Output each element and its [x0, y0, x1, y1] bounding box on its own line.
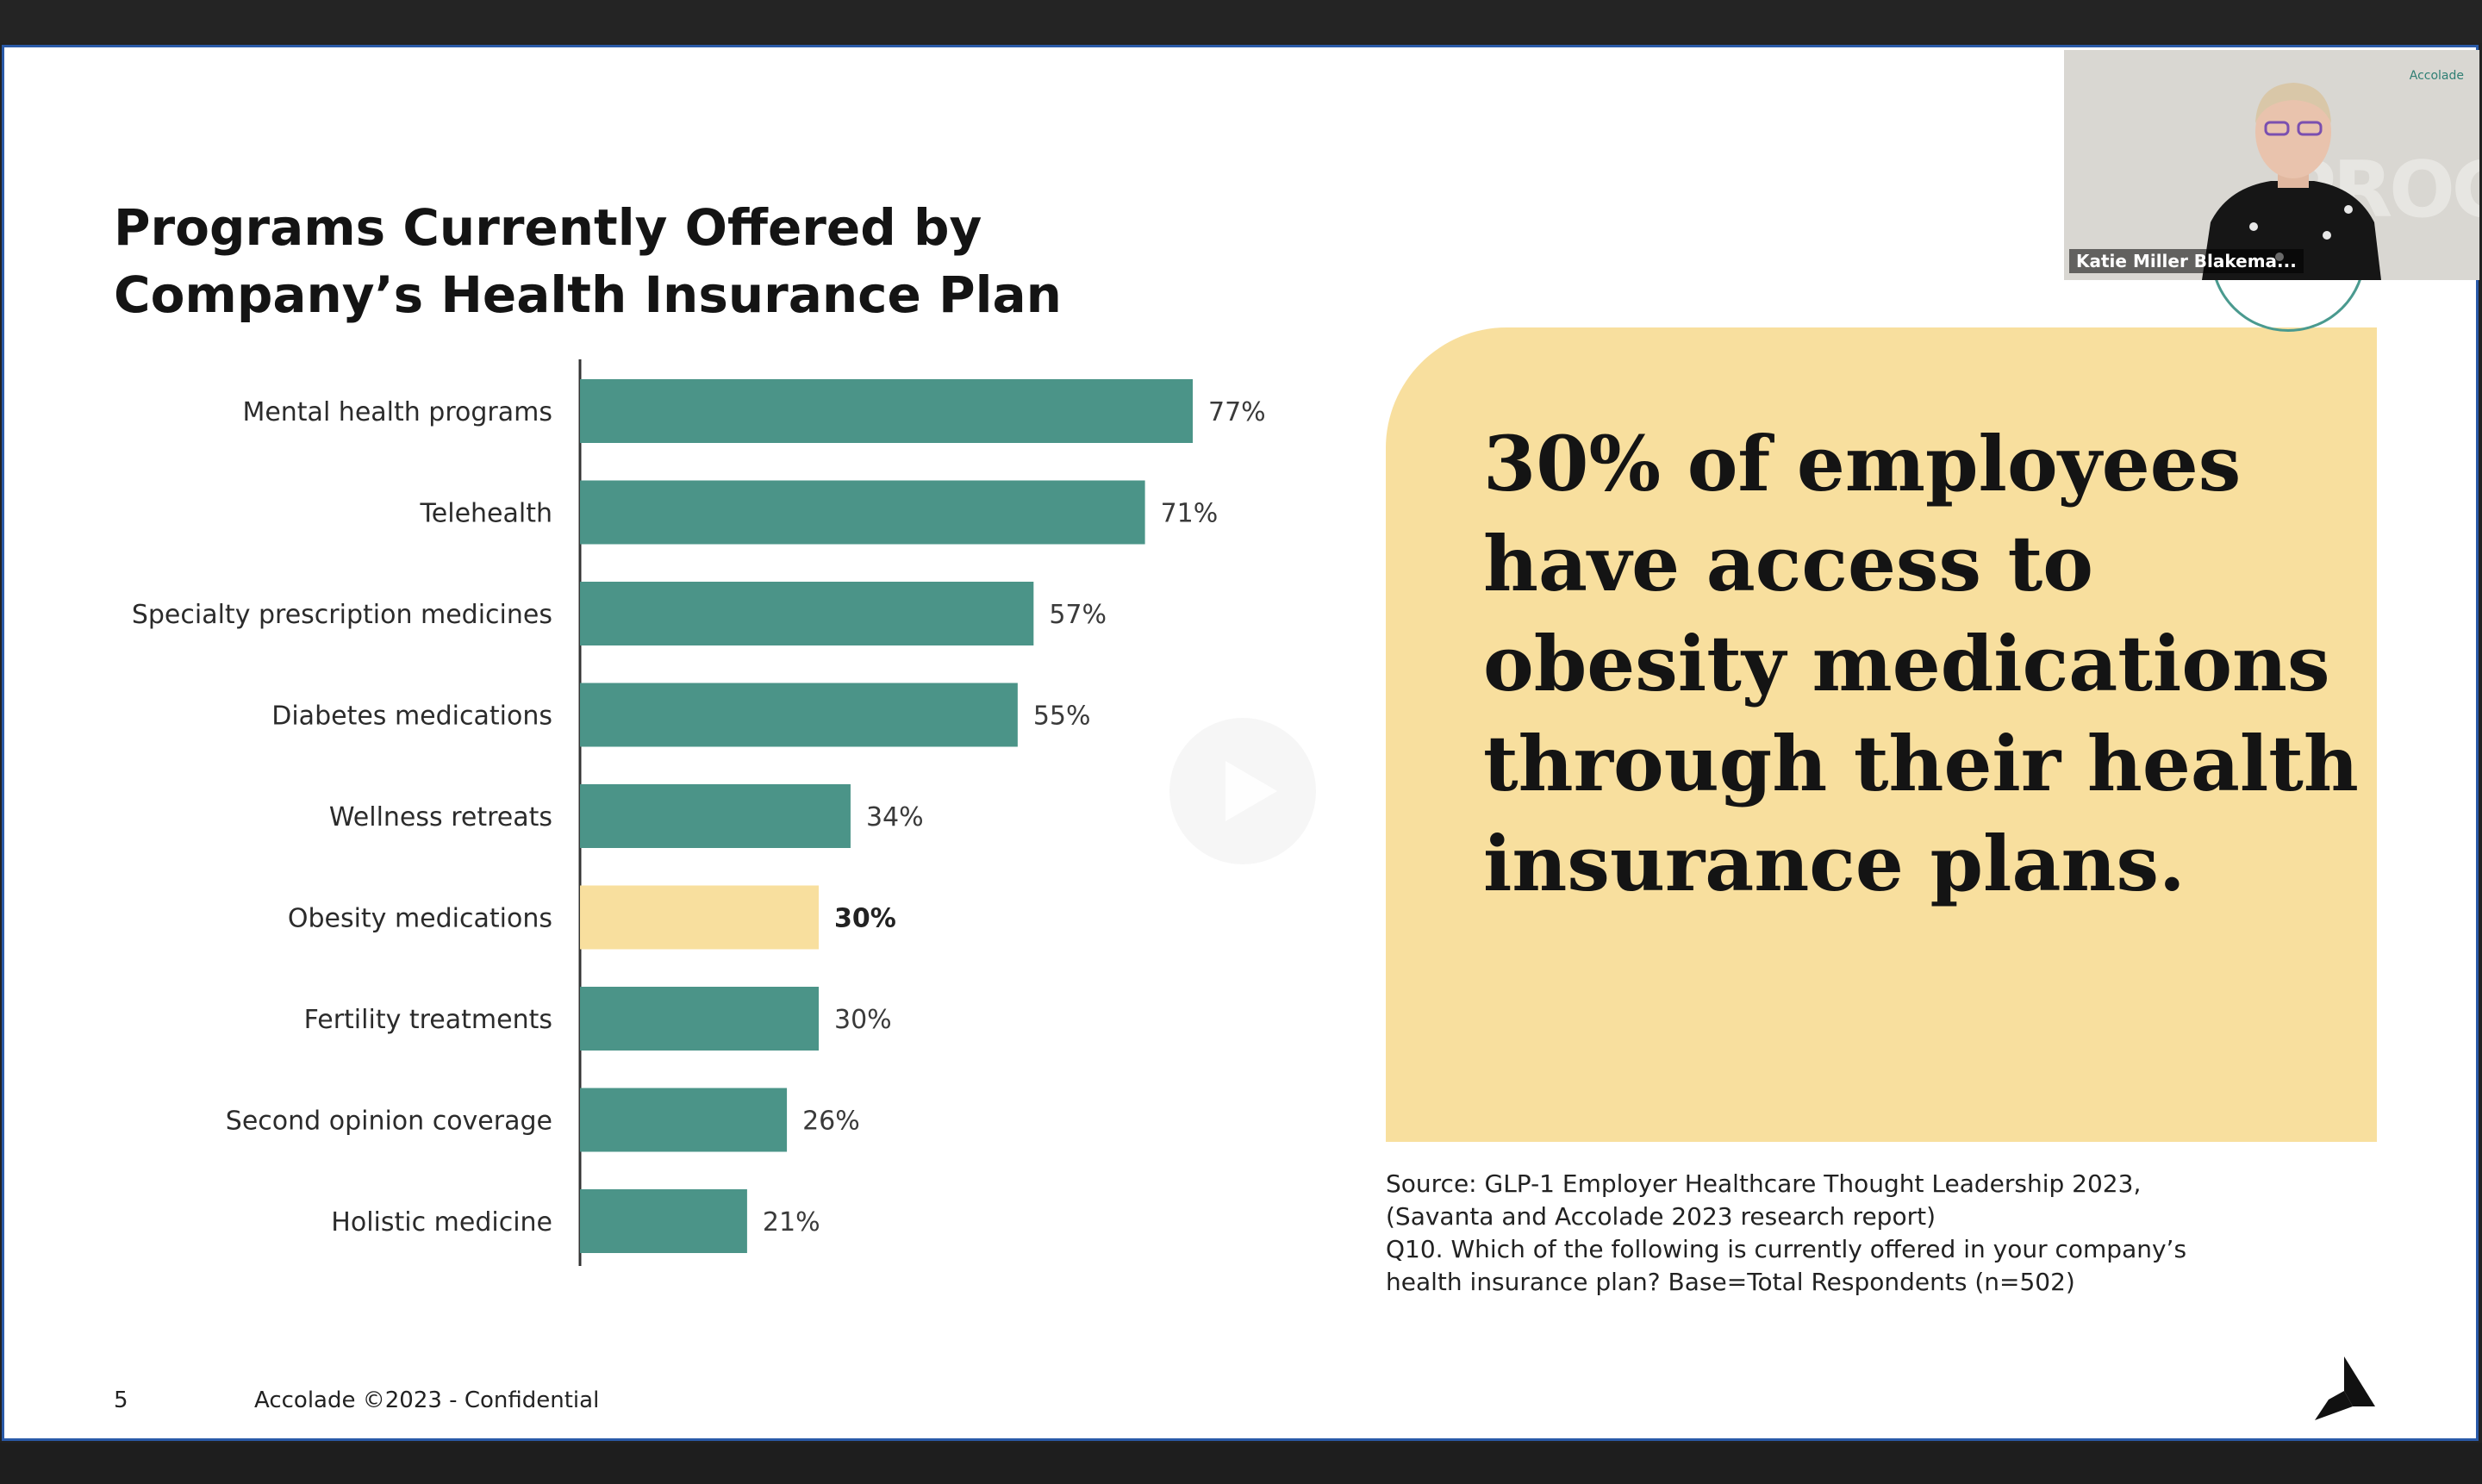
bar	[580, 987, 820, 1051]
category-label: Specialty prescription medicines	[132, 600, 552, 630]
value-label: 30%	[834, 904, 896, 934]
bar-chart: Mental health programs 77% Telehealth 71% Sp…	[132, 359, 1266, 1266]
bar	[580, 1189, 747, 1253]
bar	[580, 1088, 788, 1152]
source-line-2: (Savanta and Accolade 2023 research repo…	[1386, 1202, 1936, 1231]
bar	[580, 379, 1193, 443]
source-note: Source: GLP-1 Employer Healthcare Though…	[1386, 1168, 2334, 1299]
window-top-bar	[0, 0, 2482, 43]
category-label: Obesity medications	[288, 904, 552, 934]
page-number: 5	[114, 1387, 128, 1413]
participant-name: Katie Miller Blakema...	[2069, 249, 2304, 273]
value-label: 77%	[1208, 397, 1266, 427]
bar	[580, 480, 1145, 545]
callout-box: 30% of employees have access to obesity …	[1386, 327, 2377, 1142]
footer-text: Accolade ©2023 - Confidential	[254, 1387, 600, 1413]
bar	[580, 683, 1018, 747]
category-label: Mental health programs	[242, 397, 552, 427]
play-icon	[1225, 761, 1277, 821]
slide-title-line-2: Company’s Health Insurance Plan	[114, 265, 1062, 324]
value-label: 21%	[763, 1207, 820, 1238]
category-label: Fertility treatments	[304, 1005, 552, 1035]
source-line-4: health insurance plan? Base=Total Respon…	[1386, 1268, 2075, 1296]
accolade-logo-icon	[2315, 1356, 2375, 1420]
bar	[580, 582, 1034, 645]
value-label: 30%	[834, 1005, 892, 1035]
slide-title-line-1: Programs Currently Offered by	[114, 198, 982, 257]
participant-video-tile[interactable]: PROGR Accolade Katie Miller Blakema...	[2064, 50, 2479, 280]
value-label: 55%	[1033, 701, 1091, 732]
window-bottom-bar	[0, 1443, 2482, 1484]
play-button[interactable]	[1169, 718, 1316, 864]
tile-logo-text: Accolade	[2409, 69, 2464, 83]
category-label: Wellness retreats	[329, 802, 552, 832]
bar	[580, 885, 820, 950]
category-label: Second opinion coverage	[226, 1107, 552, 1137]
value-label: 57%	[1049, 600, 1107, 630]
source-line-1: Source: GLP-1 Employer Healthcare Though…	[1386, 1169, 2142, 1198]
callout-text: 30% of employees have access to obesity …	[1483, 419, 2359, 908]
category-label: Holistic medicine	[331, 1207, 552, 1238]
value-label: 34%	[866, 802, 924, 832]
participant-avatar	[2202, 83, 2381, 280]
slide-title: Programs Currently Offered by Company’s …	[114, 194, 1062, 328]
value-label: 71%	[1161, 499, 1219, 529]
category-label: Diabetes medications	[271, 701, 552, 732]
source-line-3: Q10. Which of the following is currently…	[1386, 1235, 2187, 1263]
category-label: Telehealth	[420, 499, 552, 529]
bar	[580, 784, 851, 848]
value-label: 26%	[802, 1107, 860, 1137]
